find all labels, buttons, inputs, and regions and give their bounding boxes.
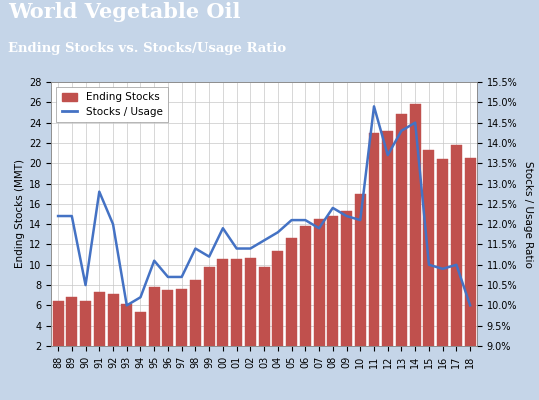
Bar [231, 259, 242, 366]
Bar [80, 301, 91, 366]
Bar [107, 294, 119, 366]
Bar [190, 280, 201, 366]
Bar [327, 216, 338, 366]
Bar [396, 114, 407, 366]
Bar [465, 158, 475, 366]
Bar [94, 292, 105, 366]
Bar [121, 304, 132, 366]
Bar [410, 104, 421, 366]
Bar [176, 289, 187, 366]
Bar [355, 194, 366, 366]
Text: World Vegetable Oil: World Vegetable Oil [8, 2, 240, 22]
Bar [217, 259, 229, 366]
Bar [369, 133, 379, 366]
Bar [53, 301, 64, 366]
Bar [259, 267, 270, 366]
Text: Ending Stocks vs. Stocks/Usage Ratio: Ending Stocks vs. Stocks/Usage Ratio [8, 42, 286, 55]
Y-axis label: Ending Stocks (MMT): Ending Stocks (MMT) [15, 160, 25, 268]
Bar [204, 267, 215, 366]
Legend: Ending Stocks, Stocks / Usage: Ending Stocks, Stocks / Usage [57, 87, 168, 122]
Bar [451, 145, 462, 366]
Bar [286, 238, 297, 366]
Bar [135, 312, 146, 366]
Bar [149, 287, 160, 366]
Bar [382, 131, 393, 366]
Bar [314, 219, 324, 366]
Bar [341, 211, 352, 366]
Bar [424, 150, 434, 366]
Bar [162, 290, 174, 366]
Bar [300, 226, 311, 366]
Bar [245, 258, 256, 366]
Bar [272, 250, 284, 366]
Bar [437, 159, 448, 366]
Bar [66, 297, 77, 366]
Y-axis label: Stocks / Usage Ratio: Stocks / Usage Ratio [523, 160, 533, 268]
